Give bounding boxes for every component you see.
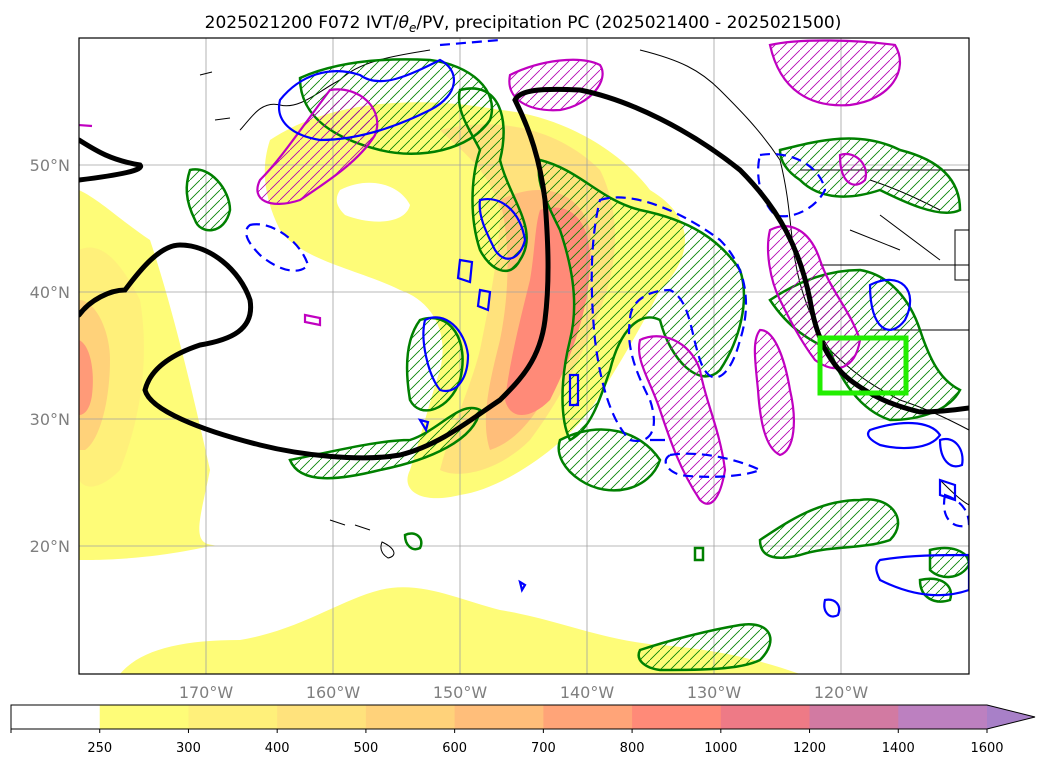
chart-title: 2025021200 F072 IVT/θe/PV, precipitation…	[205, 13, 842, 35]
colorbar-extend-triangle	[987, 705, 1035, 729]
colorbar-label: 400	[265, 741, 290, 756]
colorbar-outline	[10, 704, 1036, 730]
colorbar-cell	[898, 705, 988, 729]
colorbar-cell	[277, 705, 367, 729]
lon-label: 140°W	[560, 683, 615, 702]
blue-solid-contours	[277, 58, 969, 618]
colorbar-label: 1400	[882, 741, 915, 756]
lat-label: 20°N	[30, 537, 70, 556]
lon-label: 130°W	[687, 683, 742, 702]
colorbar-label: 1000	[704, 741, 737, 756]
colorbar-label: 700	[531, 741, 556, 756]
colorbar-label: 600	[442, 741, 467, 756]
map-frame	[78, 37, 970, 675]
colorbar-label: 1200	[793, 741, 826, 756]
colorbar-cell	[11, 705, 101, 729]
lat-label: 40°N	[30, 283, 70, 302]
colorbar-label: 250	[87, 741, 112, 756]
colorbar-cell	[365, 705, 456, 729]
colorbar-cell	[632, 705, 722, 729]
colorbar-cell	[454, 705, 544, 729]
lat-label: 50°N	[30, 156, 70, 175]
colorbar-cell	[543, 705, 633, 729]
lon-label: 160°W	[306, 683, 361, 702]
pv-contours	[79, 86, 969, 461]
map-panel	[79, 38, 969, 674]
colorbar-cell	[188, 705, 278, 729]
colorbar-cell	[809, 705, 899, 729]
colorbar-label: 500	[353, 741, 378, 756]
highlight-box	[817, 335, 909, 396]
lon-label: 120°W	[814, 683, 869, 702]
lon-labels: 170°W 160°W 150°W 140°W 130°W 120°W	[179, 683, 869, 702]
colorbar-label: 800	[620, 741, 645, 756]
lon-label: 170°W	[179, 683, 234, 702]
colorbar: 250 300 400 500 600 700 800 1000 1200 1400 1600	[10, 704, 1036, 756]
lat-label: 30°N	[30, 410, 70, 429]
lon-label: 150°W	[433, 683, 488, 702]
colorbar-label: 300	[176, 741, 201, 756]
blue-dashed-contours	[245, 38, 969, 528]
colorbar-label: 1600	[970, 741, 1003, 756]
colorbar-cell	[99, 705, 189, 729]
magenta-contours	[79, 39, 901, 505]
colorbar-cell	[720, 705, 811, 729]
lat-labels: 20°N 30°N 40°N 50°N	[30, 156, 70, 556]
